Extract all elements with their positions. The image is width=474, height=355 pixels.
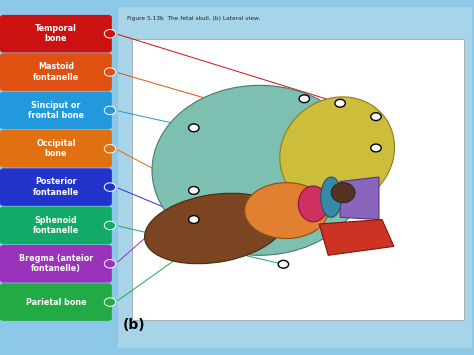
Text: Mastoid
fontanelle: Mastoid fontanelle bbox=[33, 62, 79, 82]
Circle shape bbox=[104, 144, 116, 153]
Circle shape bbox=[371, 144, 381, 152]
FancyBboxPatch shape bbox=[132, 39, 464, 320]
Text: Figure 5.13b  The fetal skull. (b) Lateral view.: Figure 5.13b The fetal skull. (b) Latera… bbox=[127, 16, 260, 21]
Text: Bregma (anteior
fontanelle): Bregma (anteior fontanelle) bbox=[19, 254, 93, 273]
Circle shape bbox=[104, 221, 116, 230]
FancyBboxPatch shape bbox=[0, 15, 112, 53]
Circle shape bbox=[104, 29, 116, 38]
Circle shape bbox=[189, 124, 199, 132]
Text: Sphenoid
fontanelle: Sphenoid fontanelle bbox=[33, 216, 79, 235]
Text: Occipital
bone: Occipital bone bbox=[36, 139, 76, 158]
Circle shape bbox=[189, 186, 199, 194]
FancyBboxPatch shape bbox=[0, 92, 112, 129]
FancyBboxPatch shape bbox=[0, 168, 112, 206]
Circle shape bbox=[104, 68, 116, 76]
Text: Parietal bone: Parietal bone bbox=[26, 297, 86, 307]
Ellipse shape bbox=[321, 177, 342, 217]
Polygon shape bbox=[340, 177, 379, 219]
Circle shape bbox=[104, 183, 116, 191]
FancyBboxPatch shape bbox=[118, 7, 472, 348]
Ellipse shape bbox=[331, 182, 355, 203]
Text: Temporal
bone: Temporal bone bbox=[35, 24, 77, 43]
Circle shape bbox=[278, 260, 289, 268]
Circle shape bbox=[104, 298, 116, 306]
FancyBboxPatch shape bbox=[0, 53, 112, 91]
Ellipse shape bbox=[298, 186, 328, 222]
Circle shape bbox=[104, 260, 116, 268]
Circle shape bbox=[335, 99, 346, 107]
Text: Sinciput or
frontal bone: Sinciput or frontal bone bbox=[28, 101, 84, 120]
Polygon shape bbox=[319, 219, 394, 255]
Text: (b): (b) bbox=[122, 318, 145, 332]
Circle shape bbox=[299, 95, 310, 103]
Circle shape bbox=[104, 106, 116, 115]
Ellipse shape bbox=[280, 97, 394, 208]
FancyBboxPatch shape bbox=[0, 283, 112, 321]
FancyBboxPatch shape bbox=[0, 130, 112, 168]
Circle shape bbox=[189, 215, 199, 223]
Circle shape bbox=[371, 113, 381, 121]
Text: Posterior
fontanelle: Posterior fontanelle bbox=[33, 178, 79, 197]
FancyBboxPatch shape bbox=[0, 245, 112, 283]
FancyBboxPatch shape bbox=[0, 207, 112, 244]
Ellipse shape bbox=[245, 182, 328, 239]
Ellipse shape bbox=[145, 193, 285, 264]
Ellipse shape bbox=[152, 85, 367, 255]
